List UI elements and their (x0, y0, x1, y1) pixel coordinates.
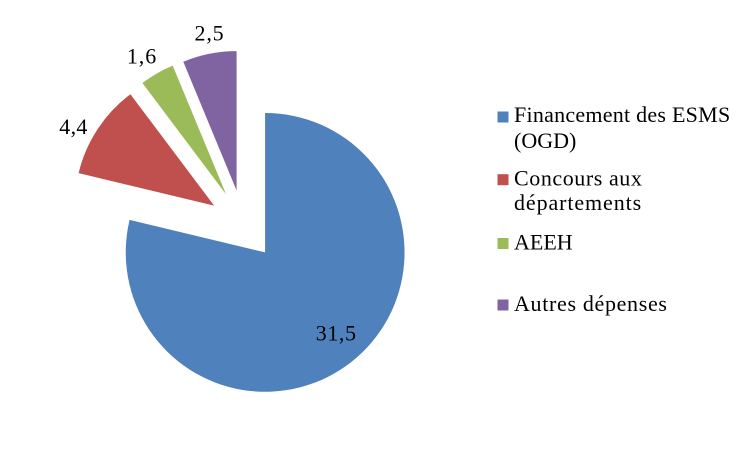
svg-text:4,4: 4,4 (59, 114, 87, 139)
svg-text:Autres dépenses: Autres dépenses (514, 291, 668, 316)
svg-text:(OGD): (OGD) (514, 128, 576, 153)
svg-text:départements: départements (514, 190, 642, 215)
svg-text:1,6: 1,6 (127, 44, 157, 69)
svg-text:Concours aux: Concours aux (514, 165, 642, 190)
svg-text:31,5: 31,5 (316, 321, 357, 346)
svg-text:AEEH: AEEH (514, 230, 573, 255)
svg-text:2,5: 2,5 (195, 21, 225, 46)
svg-text:Financement des ESMS: Financement des ESMS (514, 102, 730, 127)
